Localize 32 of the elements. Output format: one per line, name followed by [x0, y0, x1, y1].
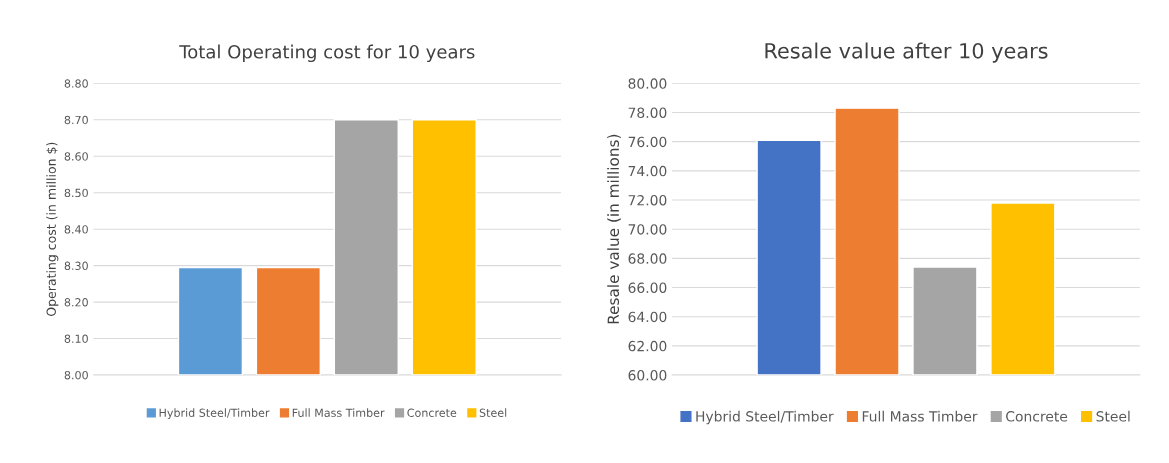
- y-tick-label: 8.40: [64, 225, 88, 234]
- y-tick-label: 8.30: [64, 261, 88, 271]
- y-tick-label: 80.00: [628, 78, 667, 89]
- y-tick-label: 8.00: [64, 371, 88, 380]
- y-axis-title: Resale value (in millions): [607, 134, 621, 324]
- y-tick-label: 68.00: [628, 253, 667, 264]
- y-tick-label: 74.00: [628, 165, 667, 177]
- y-tick-label: 70.00: [628, 224, 667, 235]
- chart-title: Resale value after 10 years: [765, 42, 1048, 63]
- legend-label: Steel: [479, 408, 507, 417]
- y-tick-label: 66.00: [628, 282, 667, 293]
- legend-label: Concrete: [1006, 411, 1068, 422]
- y-tick-label: 60.00: [628, 370, 667, 381]
- y-tick-label: 8.80: [64, 79, 88, 88]
- y-tick-label: 64.00: [628, 311, 667, 323]
- y-tick-label: 8.50: [64, 188, 88, 198]
- legend-label: Concrete: [407, 408, 457, 417]
- y-tick-label: 8.70: [64, 115, 88, 125]
- legend-label: Hybrid Steel/Timber: [696, 410, 834, 425]
- y-tick-label: 62.00: [628, 340, 667, 352]
- y-tick-label: 8.10: [64, 334, 88, 343]
- legend-label: Steel: [1096, 410, 1130, 422]
- chart-title: Total Operating cost for 10 years: [179, 44, 475, 63]
- y-tick-label: 78.00: [628, 107, 667, 118]
- y-axis-title: Operating cost (in million $): [46, 142, 59, 317]
- y-tick-label: 72.00: [628, 194, 667, 206]
- legend-label: Hybrid Steel/Timber: [159, 408, 270, 420]
- y-tick-label: 8.20: [64, 298, 88, 307]
- y-tick-label: 8.60: [64, 152, 88, 161]
- legend-label: Full Mass Timber: [292, 408, 385, 417]
- legend-label: Full Mass Timber: [862, 410, 978, 422]
- y-tick-label: 76.00: [628, 136, 667, 148]
